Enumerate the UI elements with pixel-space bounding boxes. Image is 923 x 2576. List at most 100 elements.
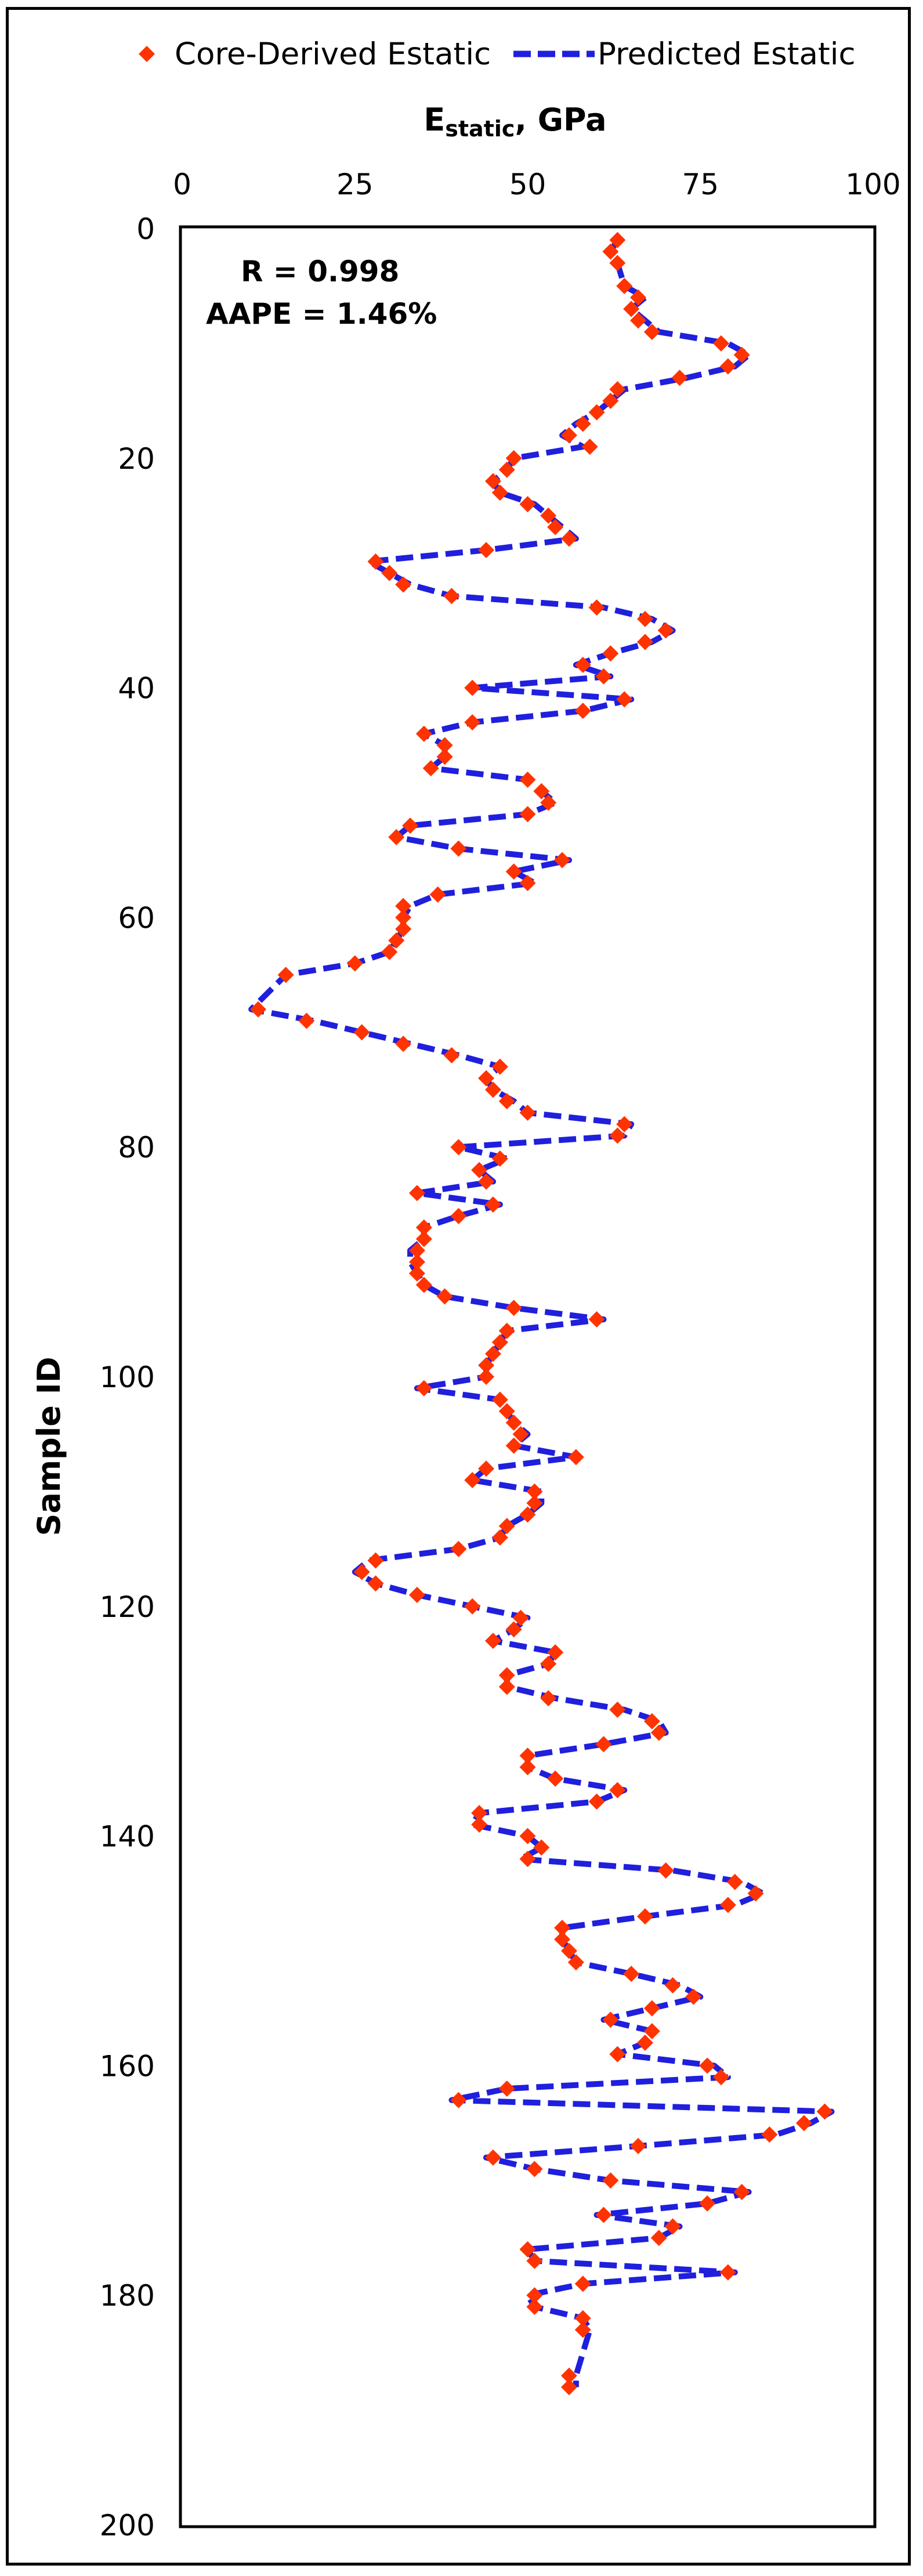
core-point	[519, 1851, 536, 1868]
core-point	[436, 737, 453, 754]
core-point	[581, 439, 598, 455]
core-point	[402, 817, 419, 834]
core-point	[464, 714, 481, 730]
core-point	[498, 1667, 515, 1684]
core-point	[519, 2241, 536, 2258]
core-point	[560, 2379, 577, 2396]
legend: Core-Derived Estatic Predicted Estatic	[139, 37, 856, 72]
core-point	[512, 1426, 529, 1442]
core-point	[540, 1690, 557, 1707]
core-point	[664, 2218, 681, 2235]
core-point	[484, 1345, 501, 1362]
core-point	[636, 1908, 653, 1925]
core-point	[747, 1885, 764, 1902]
core-point	[353, 1024, 370, 1041]
y-tick-label: 120	[100, 1590, 155, 1624]
core-point	[560, 2367, 577, 2384]
core-point	[540, 1655, 557, 1672]
core-point	[519, 1828, 536, 1844]
core-point	[450, 1139, 467, 1156]
core-point	[554, 1931, 571, 1948]
core-point	[526, 2252, 543, 2269]
core-point	[519, 806, 536, 823]
core-point	[422, 760, 439, 777]
core-point	[699, 2057, 716, 2074]
core-point	[588, 599, 605, 616]
predicted-line	[248, 238, 835, 2387]
core-point	[443, 588, 460, 605]
y-tick-labels: 0 20 40 60 80 100 120 140 160 180 200	[100, 212, 155, 2542]
core-point	[816, 2103, 833, 2120]
core-point	[602, 2172, 619, 2189]
y-tick-label: 20	[118, 442, 155, 476]
core-point	[567, 1954, 584, 1971]
core-point	[512, 1609, 529, 1626]
core-point	[726, 1873, 743, 1890]
core-point	[533, 783, 550, 799]
core-point	[367, 1552, 384, 1569]
core-point	[533, 1839, 550, 1856]
core-point	[616, 691, 633, 708]
core-point	[540, 507, 557, 524]
core-point	[450, 840, 467, 857]
core-point	[712, 335, 729, 352]
core-point	[685, 1988, 702, 2005]
core-point	[526, 2287, 543, 2304]
core-point	[519, 1104, 536, 1121]
x-axis-title-tail: , GPa	[515, 102, 606, 138]
core-point	[609, 231, 626, 248]
core-point	[484, 1081, 501, 1098]
core-point	[381, 565, 398, 581]
core-point	[574, 2310, 591, 2327]
core-point	[609, 381, 626, 398]
core-point	[484, 2149, 501, 2166]
core-point	[408, 1265, 425, 1282]
core-point	[519, 1759, 536, 1775]
core-point	[471, 1805, 488, 1822]
core-point	[609, 1701, 626, 1718]
core-point	[574, 2275, 591, 2292]
core-point	[595, 2206, 612, 2223]
x-axis-title-sub: static	[445, 116, 515, 142]
core-point	[761, 2126, 778, 2143]
core-point	[657, 622, 674, 639]
core-point	[498, 1322, 515, 1339]
core-point	[367, 553, 384, 570]
core-point	[643, 1713, 660, 1730]
core-point	[464, 1472, 481, 1489]
core-point	[574, 2321, 591, 2338]
core-point	[602, 645, 619, 662]
core-point	[519, 771, 536, 788]
core-point	[623, 301, 640, 317]
core-point	[395, 909, 412, 926]
core-point	[664, 1977, 681, 1993]
core-point	[367, 1575, 384, 1592]
core-point	[491, 484, 508, 501]
core-point	[588, 1311, 605, 1328]
core-point	[408, 1242, 425, 1259]
core-point	[630, 312, 647, 329]
y-tick-label: 80	[118, 1131, 155, 1164]
core-point	[478, 1460, 495, 1477]
core-point	[602, 392, 619, 409]
core-point	[671, 370, 688, 386]
legend-pred-label: Predicted Estatic	[598, 37, 856, 72]
core-point	[519, 1506, 536, 1523]
core-point	[630, 289, 647, 306]
x-tick-label: 75	[682, 168, 719, 201]
core-point	[719, 358, 736, 375]
core-point	[795, 2115, 812, 2132]
core-point	[498, 1093, 515, 1110]
core-point	[519, 495, 536, 512]
core-point	[643, 324, 660, 341]
core-point	[588, 1793, 605, 1810]
core-point	[519, 1748, 536, 1764]
core-point	[505, 1621, 522, 1638]
core-point	[554, 852, 571, 869]
core-point	[574, 415, 591, 432]
core-point	[712, 2069, 729, 2086]
core-point	[478, 1369, 495, 1385]
x-tick-label: 25	[336, 168, 374, 201]
core-point	[491, 1334, 508, 1351]
core-point	[719, 2264, 736, 2281]
